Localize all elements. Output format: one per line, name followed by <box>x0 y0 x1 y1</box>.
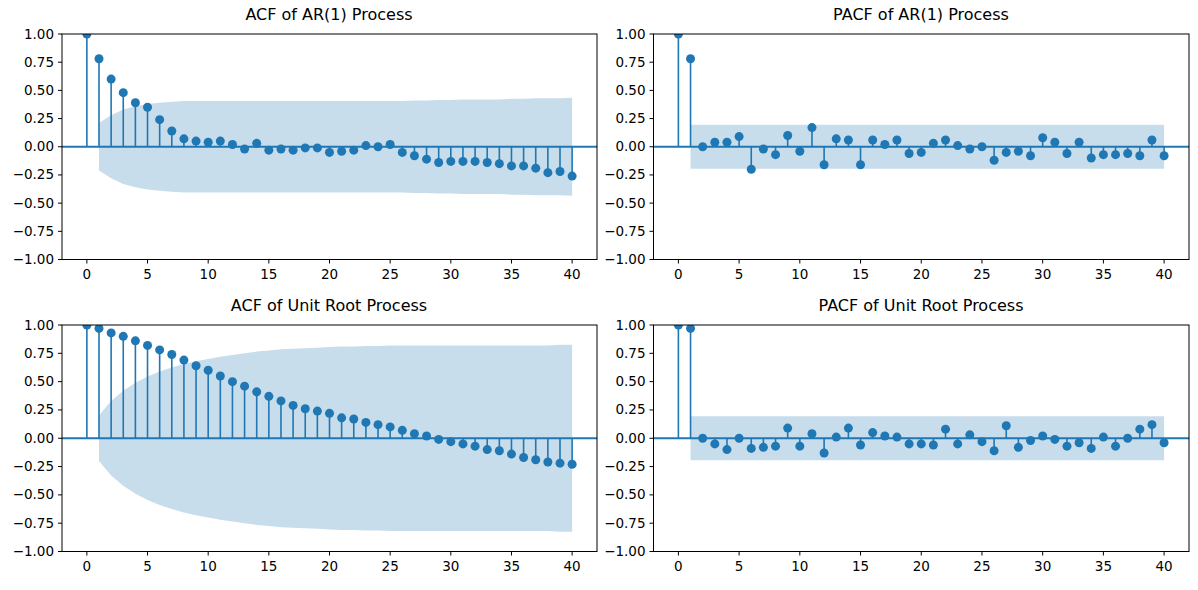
x-tick-label: 25 <box>973 266 990 282</box>
y-tick-label: 0.25 <box>615 110 645 126</box>
x-axis-ticks: 0 5 10 15 20 25 30 35 40 <box>83 260 581 282</box>
x-tick-label: 30 <box>442 266 459 282</box>
axes-acf-ar1: 1.00 0.75 0.50 0.25 0.00 −0.25 −0.50 −0.75 −1.00… <box>13 26 597 282</box>
axes-pacf-ar1: 1.00 0.75 0.50 0.25 0.00 −0.25 −0.50 −0.75 −1.00… <box>604 26 1189 282</box>
y-tick-label: −0.75 <box>604 515 645 531</box>
plot-title-acf-ar1: ACF of AR(1) Process <box>59 4 599 26</box>
x-tick-label: 40 <box>1156 558 1173 574</box>
y-axis-ticks: 1.00 0.75 0.50 0.25 0.00 −0.25 −0.50 −0.75 −1.00 <box>604 317 653 560</box>
x-tick-label: 25 <box>382 558 399 574</box>
y-tick-label: 0.75 <box>615 345 645 361</box>
x-tick-label: 5 <box>735 266 744 282</box>
y-tick-label: −1.00 <box>13 543 54 559</box>
y-tick-label: 0.75 <box>24 54 54 70</box>
y-tick-label: 0.00 <box>24 430 54 446</box>
y-tick-label: −0.25 <box>13 166 54 182</box>
y-tick-label: −0.25 <box>13 458 54 474</box>
x-tick-label: 25 <box>973 558 990 574</box>
x-tick-label: 10 <box>200 266 217 282</box>
x-tick-label: 5 <box>143 266 152 282</box>
y-tick-label: 0.00 <box>615 138 645 154</box>
axes-acf-unitroot: 1.00 0.75 0.50 0.25 0.00 −0.25 −0.50 −0.75 −1.00… <box>13 317 597 574</box>
x-tick-label: 10 <box>200 558 217 574</box>
y-tick-label: −0.75 <box>13 223 54 239</box>
y-tick-label: 0.50 <box>615 373 645 389</box>
x-axis-ticks: 0 5 10 15 20 25 30 35 40 <box>674 260 1173 282</box>
x-tick-label: 40 <box>564 558 581 574</box>
x-tick-label: 40 <box>564 266 581 282</box>
y-tick-label: −0.25 <box>604 458 645 474</box>
y-axis-ticks: 1.00 0.75 0.50 0.25 0.00 −0.25 −0.50 −0.75 −1.00 <box>13 26 62 268</box>
axes-pacf-unitroot: 1.00 0.75 0.50 0.25 0.00 −0.25 −0.50 −0.75 −1.00… <box>604 317 1189 574</box>
y-tick-label: 0.75 <box>24 345 54 361</box>
x-tick-label: 20 <box>321 558 338 574</box>
y-tick-label: 0.50 <box>615 82 645 98</box>
x-tick-label: 5 <box>143 558 152 574</box>
x-tick-label: 40 <box>1156 266 1173 282</box>
x-tick-label: 0 <box>674 266 683 282</box>
x-tick-label: 35 <box>1095 266 1112 282</box>
x-tick-label: 30 <box>442 558 459 574</box>
y-tick-label: −0.50 <box>13 486 54 502</box>
x-tick-label: 10 <box>791 266 808 282</box>
y-tick-label: 1.00 <box>24 26 54 42</box>
y-tick-label: −0.50 <box>604 486 645 502</box>
x-tick-label: 15 <box>260 266 277 282</box>
x-tick-label: 15 <box>852 266 869 282</box>
y-tick-label: 0.50 <box>24 373 54 389</box>
y-tick-label: 1.00 <box>615 317 645 333</box>
x-axis-ticks: 0 5 10 15 20 25 30 35 40 <box>83 552 581 574</box>
plot-title-acf-unitroot: ACF of Unit Root Process <box>59 295 599 317</box>
y-tick-label: 0.75 <box>615 54 645 70</box>
x-tick-label: 10 <box>791 558 808 574</box>
y-tick-label: 0.50 <box>24 82 54 98</box>
x-tick-label: 35 <box>503 266 520 282</box>
x-tick-label: 0 <box>674 558 683 574</box>
x-tick-label: 20 <box>913 266 930 282</box>
y-tick-label: 0.25 <box>615 401 645 417</box>
y-tick-label: −0.50 <box>604 195 645 211</box>
y-tick-label: −1.00 <box>13 251 54 267</box>
y-tick-label: 1.00 <box>24 317 54 333</box>
y-axis-ticks: 1.00 0.75 0.50 0.25 0.00 −0.25 −0.50 −0.75 −1.00 <box>13 317 62 560</box>
y-tick-label: −1.00 <box>604 543 645 559</box>
x-axis-ticks: 0 5 10 15 20 25 30 35 40 <box>674 552 1173 574</box>
y-tick-label: −1.00 <box>604 251 645 267</box>
y-tick-label: 0.00 <box>615 430 645 446</box>
x-tick-label: 0 <box>83 266 92 282</box>
acf-pacf-figure: 1.00 0.75 0.50 0.25 0.00 −0.25 −0.50 −0.75 −1.00… <box>0 0 1198 590</box>
x-tick-label: 5 <box>735 558 744 574</box>
x-tick-label: 35 <box>1095 558 1112 574</box>
y-tick-label: −0.25 <box>604 166 645 182</box>
x-tick-label: 35 <box>503 558 520 574</box>
plot-title-pacf-ar1: PACF of AR(1) Process <box>651 4 1191 26</box>
y-tick-label: 0.00 <box>24 138 54 154</box>
x-tick-label: 15 <box>260 558 277 574</box>
x-tick-label: 30 <box>1034 558 1051 574</box>
y-axis-ticks: 1.00 0.75 0.50 0.25 0.00 −0.25 −0.50 −0.75 −1.00 <box>604 26 653 268</box>
x-tick-label: 20 <box>913 558 930 574</box>
x-tick-label: 15 <box>852 558 869 574</box>
x-tick-label: 30 <box>1034 266 1051 282</box>
y-tick-label: −0.50 <box>13 195 54 211</box>
plot-title-pacf-unitroot: PACF of Unit Root Process <box>651 295 1191 317</box>
y-tick-label: 0.25 <box>24 401 54 417</box>
y-tick-label: 1.00 <box>615 26 645 42</box>
y-tick-label: 0.25 <box>24 110 54 126</box>
x-tick-label: 20 <box>321 266 338 282</box>
x-tick-label: 0 <box>83 558 92 574</box>
y-tick-label: −0.75 <box>604 223 645 239</box>
x-tick-label: 25 <box>382 266 399 282</box>
y-tick-label: −0.75 <box>13 515 54 531</box>
